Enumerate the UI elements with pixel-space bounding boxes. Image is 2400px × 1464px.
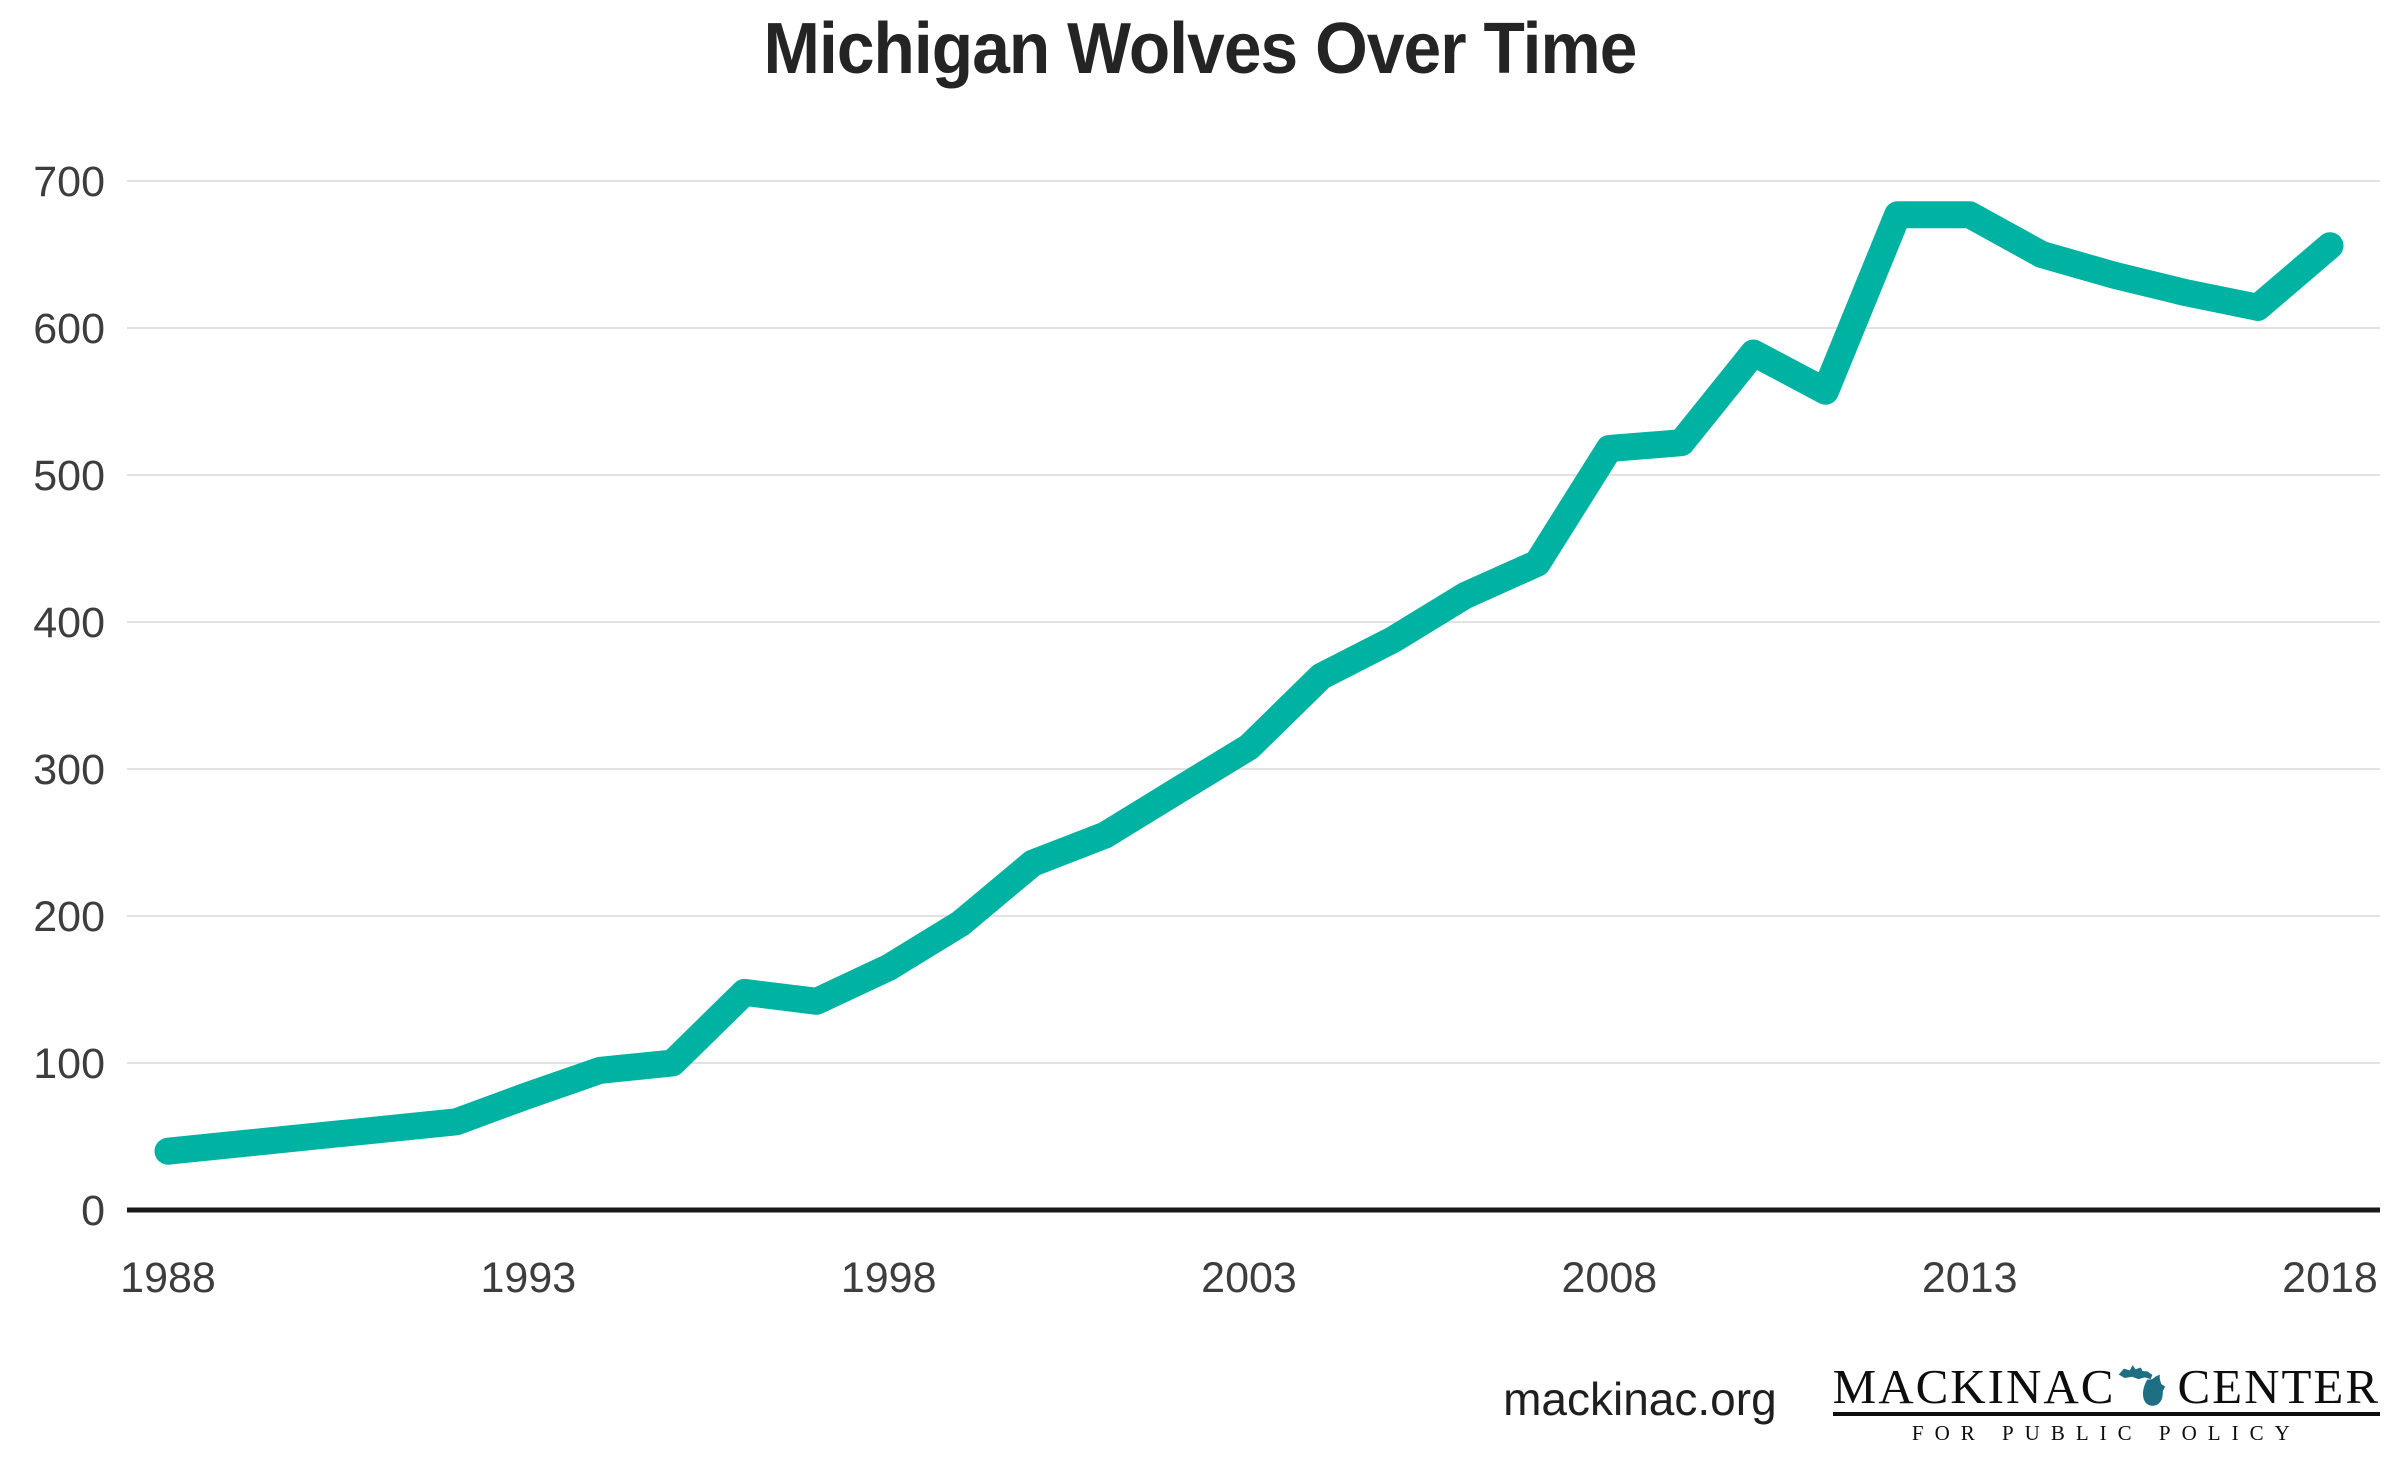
website-link[interactable]: mackinac.org <box>1503 1372 1777 1425</box>
y-tick-label-0: 0 <box>81 1187 105 1235</box>
x-tick-label-2018: 2018 <box>2282 1254 2378 1302</box>
chart-title: Michigan Wolves Over Time <box>763 9 1638 89</box>
y-tick-label-500: 500 <box>33 452 105 500</box>
y-tick-label-600: 600 <box>33 305 105 353</box>
mackinac-center-logo: MACKINAC CENTER FOR PUBLIC POLICY <box>1832 1351 2380 1446</box>
x-tick-label-2013: 2013 <box>1922 1254 2018 1302</box>
x-tick-label-1998: 1998 <box>841 1254 937 1302</box>
x-tick-label-2003: 2003 <box>1201 1254 1297 1302</box>
x-tick-label-2008: 2008 <box>1561 1254 1657 1302</box>
footer: mackinac.org MACKINAC CENTER FOR PUBLIC … <box>1503 1351 2380 1446</box>
logo-wordmark: MACKINAC CENTER <box>1832 1351 2380 1416</box>
x-tick-label-1993: 1993 <box>480 1254 576 1302</box>
logo-word-center: CENTER <box>2177 1359 2380 1414</box>
logo-word-mackinac: MACKINAC <box>1832 1359 2116 1414</box>
y-tick-label-100: 100 <box>33 1040 105 1088</box>
michigan-state-icon <box>2119 1365 2166 1406</box>
y-tick-label-400: 400 <box>33 599 105 647</box>
logo-tagline: FOR PUBLIC POLICY <box>1911 1421 2301 1445</box>
y-tick-label-700: 700 <box>33 158 105 206</box>
y-tick-label-200: 200 <box>33 893 105 941</box>
y-tick-label-300: 300 <box>33 746 105 794</box>
x-tick-label-1988: 1988 <box>120 1254 216 1302</box>
wolf-population-line <box>154 201 2344 1165</box>
